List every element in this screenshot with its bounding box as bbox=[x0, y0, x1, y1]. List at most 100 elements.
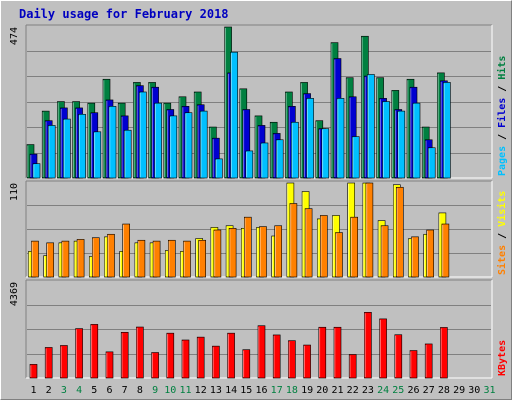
bar-sites bbox=[335, 232, 343, 278]
x-tick-label: 3 bbox=[61, 385, 67, 396]
legend-kbytes: KBytes bbox=[497, 340, 508, 376]
x-tick-label: 24 bbox=[377, 385, 389, 396]
bar-sites bbox=[76, 239, 85, 278]
bar-kbytes bbox=[75, 328, 83, 379]
legend-visits: Visits bbox=[496, 191, 508, 227]
bar-pages bbox=[63, 118, 71, 179]
bar-kbytes bbox=[151, 352, 159, 379]
x-tick-label: 18 bbox=[286, 385, 298, 396]
bar-kbytes bbox=[440, 327, 448, 379]
bar-sites bbox=[259, 226, 267, 278]
bar-kbytes bbox=[242, 349, 251, 379]
x-tick-label: 11 bbox=[179, 385, 191, 396]
bar-sites bbox=[365, 182, 374, 278]
bar-pages bbox=[367, 74, 375, 179]
series-legend: Pages / Files / Hits bbox=[496, 56, 508, 176]
bar-sites bbox=[319, 215, 328, 278]
x-tick-label: 19 bbox=[301, 385, 313, 396]
bar-pages bbox=[184, 112, 193, 179]
x-tick-label: 23 bbox=[362, 385, 374, 396]
bar-kbytes bbox=[44, 347, 53, 379]
bar-kbytes bbox=[394, 334, 403, 379]
bar-sites bbox=[304, 208, 313, 278]
x-tick-label: 27 bbox=[423, 385, 435, 396]
bar-pages bbox=[78, 113, 86, 179]
x-tick-label: 8 bbox=[137, 385, 143, 396]
bar-pages bbox=[336, 98, 345, 179]
bar-kbytes bbox=[257, 325, 266, 379]
bar-pages bbox=[443, 82, 451, 179]
bar-pages bbox=[123, 129, 132, 179]
x-tick-label: 16 bbox=[255, 385, 267, 396]
x-tick-label: 22 bbox=[347, 385, 359, 396]
series-legend: KBytes bbox=[497, 340, 508, 376]
chart-title: Daily usage for February 2018 bbox=[19, 7, 229, 21]
bar-kbytes bbox=[136, 326, 144, 379]
bar-sites bbox=[61, 240, 70, 278]
y-max-label: 474 bbox=[9, 27, 20, 45]
bar-kbytes bbox=[105, 351, 114, 379]
y-max-label: 4369 bbox=[9, 282, 20, 306]
bar-kbytes bbox=[90, 324, 99, 379]
bar-kbytes bbox=[29, 364, 38, 379]
legend-separator: / bbox=[497, 227, 508, 245]
bar-pages bbox=[275, 139, 284, 179]
bar-sites bbox=[244, 216, 252, 278]
bar-sites bbox=[168, 239, 176, 278]
bar-sites bbox=[289, 203, 298, 278]
bar-pages bbox=[260, 142, 269, 179]
x-tick-label: 29 bbox=[453, 385, 465, 396]
x-tick-label: 1 bbox=[30, 385, 36, 396]
legend-pages: Pages bbox=[497, 146, 508, 176]
bar-pages bbox=[32, 163, 41, 179]
bar-sites bbox=[92, 237, 100, 278]
bar-sites bbox=[213, 229, 222, 278]
bar-sites bbox=[274, 225, 283, 278]
bar-pages bbox=[199, 110, 208, 179]
bar-sites bbox=[137, 239, 146, 278]
bar-pages bbox=[47, 125, 56, 179]
x-tick-label: 5 bbox=[91, 385, 97, 396]
bar-kbytes bbox=[379, 318, 387, 379]
bar-sites bbox=[380, 225, 389, 278]
x-tick-label: 28 bbox=[438, 385, 450, 396]
bar-sites bbox=[183, 240, 191, 278]
bar-sites bbox=[122, 223, 130, 278]
bar-pages bbox=[412, 102, 421, 179]
legend-separator: / bbox=[497, 128, 508, 146]
bar-pages bbox=[397, 110, 406, 179]
bar-kbytes bbox=[409, 350, 418, 379]
bar-pages bbox=[139, 91, 147, 179]
bar-pages bbox=[169, 115, 178, 179]
x-tick-label: 20 bbox=[316, 385, 328, 396]
bar-sites bbox=[228, 227, 237, 278]
bar-kbytes bbox=[272, 334, 281, 379]
x-tick-label: 14 bbox=[225, 385, 237, 396]
bar-kbytes bbox=[166, 332, 175, 379]
bar-sites bbox=[31, 240, 39, 278]
bar-kbytes bbox=[227, 332, 235, 379]
x-tick-label: 7 bbox=[122, 385, 128, 396]
bar-sites bbox=[395, 186, 404, 278]
legend-hits: Hits bbox=[496, 56, 508, 80]
x-tick-label: 25 bbox=[392, 385, 404, 396]
bar-sites bbox=[441, 223, 450, 278]
bar-pages bbox=[382, 101, 390, 179]
bar-pages bbox=[230, 51, 238, 179]
bar-pages bbox=[306, 98, 314, 179]
x-tick-label: 10 bbox=[164, 385, 176, 396]
bar-kbytes bbox=[424, 343, 433, 379]
x-tick-label: 2 bbox=[46, 385, 52, 396]
bar-kbytes bbox=[288, 340, 296, 379]
bar-sites bbox=[426, 229, 435, 278]
x-tick-label: 30 bbox=[468, 385, 480, 396]
x-tick-label: 9 bbox=[152, 385, 158, 396]
bar-kbytes bbox=[318, 326, 327, 379]
bar-pages bbox=[108, 106, 117, 179]
x-tick-label: 15 bbox=[240, 385, 252, 396]
bar-kbytes bbox=[212, 345, 220, 379]
bar-kbytes bbox=[303, 344, 311, 379]
bar-pages bbox=[291, 121, 299, 179]
bar-pages bbox=[215, 158, 223, 179]
bar-sites bbox=[198, 239, 206, 278]
